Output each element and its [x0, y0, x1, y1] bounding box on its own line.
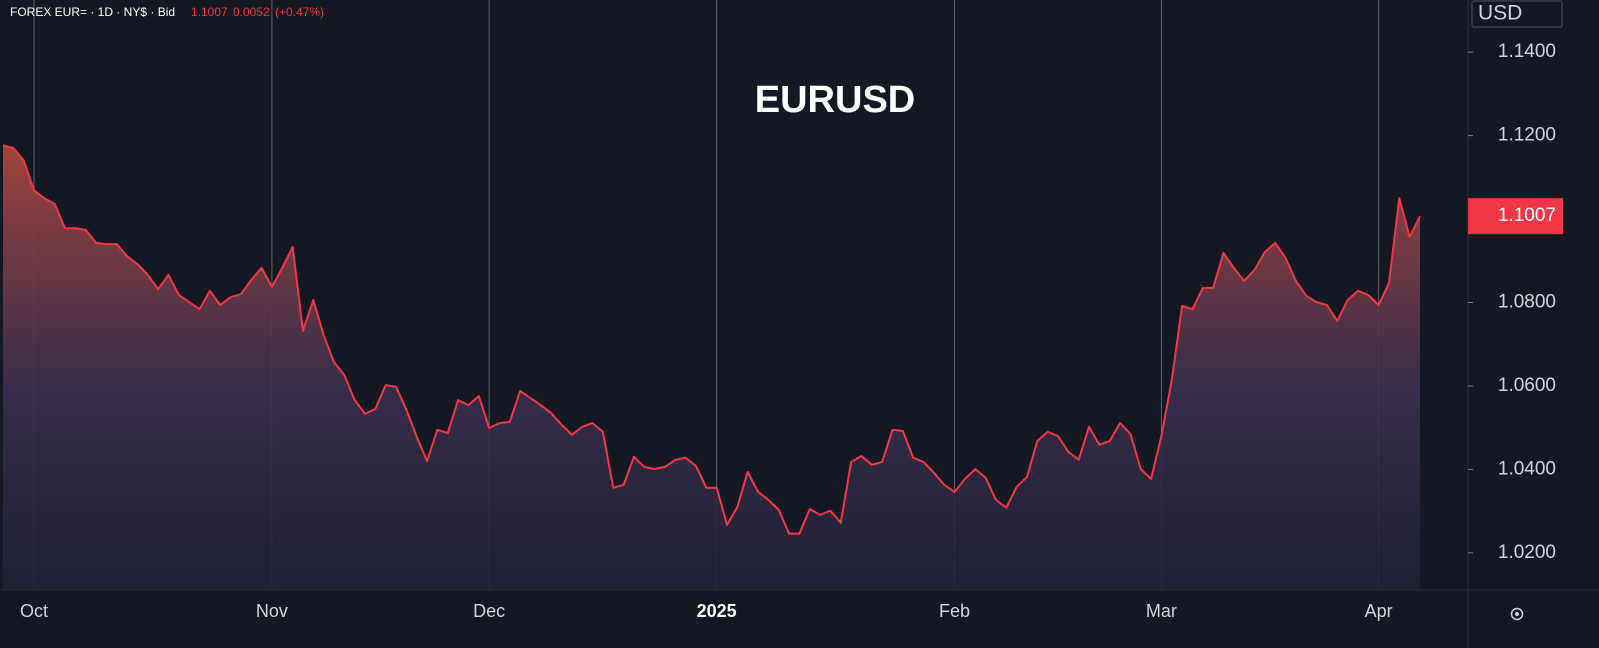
x-tick-label: Nov	[256, 601, 288, 621]
price-line	[2, 144, 1421, 535]
x-tick-label: Dec	[473, 601, 505, 621]
area-fill	[3, 145, 1420, 590]
y-tick-label: 1.1400	[1498, 41, 1556, 62]
header-change-pct: (+0.47%)	[275, 5, 324, 19]
last-price-box	[1468, 198, 1563, 235]
y-tick-label: 1.0400	[1498, 458, 1556, 479]
area-layer	[2, 144, 1421, 590]
y-tick-label: 1.0600	[1498, 375, 1556, 396]
y-tick-label: 1.0800	[1498, 292, 1556, 313]
y-tick-label: 1.0200	[1498, 542, 1556, 563]
x-tick-label: 2025	[697, 601, 737, 621]
y-tick-label: 1.1200	[1498, 125, 1556, 146]
settings-icon-ring[interactable]	[1510, 607, 1524, 621]
header-change: 0.0052	[233, 5, 270, 19]
currency-label[interactable]: USD	[1478, 2, 1522, 25]
settings-icon[interactable]	[1510, 607, 1524, 621]
last-price-label: 1.1007	[1498, 205, 1556, 226]
currency-box[interactable]	[1471, 0, 1563, 28]
symbol-line: FOREX EUR= · 1D · NY$ · Bid	[10, 5, 175, 19]
x-tick-label: Feb	[939, 601, 970, 621]
x-tick-label: Apr	[1365, 601, 1393, 621]
settings-icon-dot[interactable]	[1515, 612, 1519, 616]
header-last-price: 1.1007	[191, 5, 228, 19]
x-tick-label: Mar	[1146, 601, 1177, 621]
x-tick-label: Oct	[20, 601, 48, 621]
chart-title: EURUSD	[755, 79, 915, 121]
